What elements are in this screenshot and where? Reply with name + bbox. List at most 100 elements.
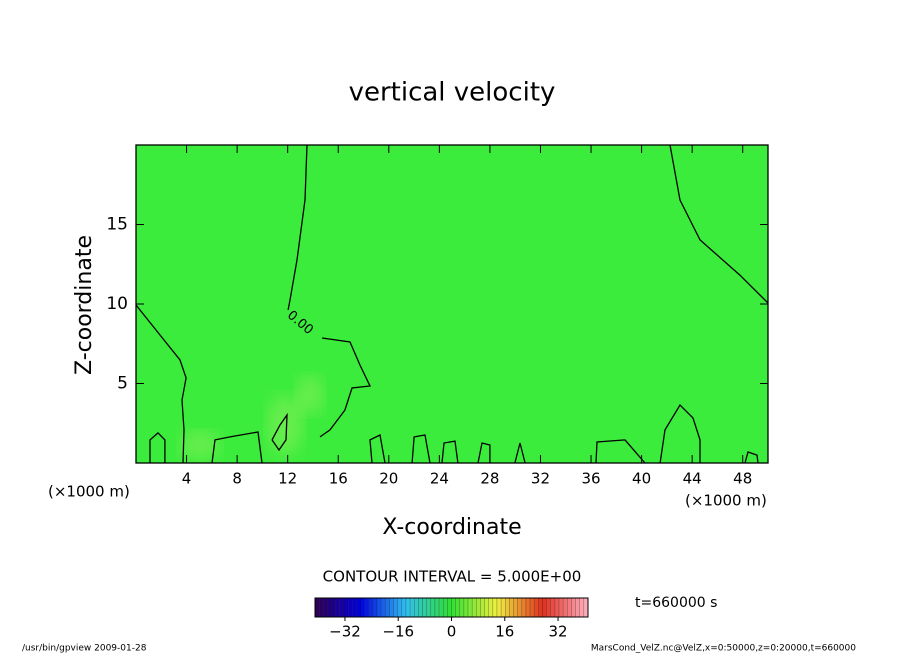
colorbar-stripe — [529, 597, 535, 618]
footer-left: /usr/bin/gpview 2009-01-28 — [22, 644, 147, 654]
contour-line — [411, 434, 431, 464]
colorbar-stripe — [401, 597, 407, 618]
x-axis-title: X-coordinate — [382, 515, 521, 540]
colorbar-stripe — [331, 597, 336, 618]
colorbar-stripe — [414, 597, 419, 618]
colorbar-stripe — [323, 597, 328, 618]
colorbar-stripe — [492, 597, 498, 618]
contour-line — [149, 432, 166, 463]
colorbar-stripe — [318, 597, 324, 618]
contour-line — [271, 412, 288, 452]
x-tick-label: 12 — [278, 470, 297, 488]
colorbar-tick-label: −16 — [382, 623, 414, 641]
colorbar-stripe — [579, 597, 585, 618]
colorbar-stripe — [533, 597, 539, 618]
x-tick-label: 48 — [733, 470, 752, 488]
field-glow — [180, 431, 220, 459]
colorbar-stripe — [447, 597, 452, 618]
colorbar-stripe — [575, 597, 580, 618]
colorbar-stripe — [314, 597, 320, 618]
x-tick-label: 4 — [182, 470, 192, 488]
footer-right: MarsCond_VelZ.nc@VelZ,x=0:50000,z=0:2000… — [591, 644, 856, 654]
colorbar-stripe — [558, 597, 564, 618]
colorbar-stripe — [418, 597, 423, 618]
colorbar-stripe — [463, 597, 469, 618]
colorbar-stripe — [488, 597, 494, 618]
colorbar-stripe — [438, 597, 444, 618]
colorbar-stripe — [372, 597, 378, 618]
colorbar-stripe — [500, 597, 506, 618]
colorbar-stripe — [368, 597, 374, 618]
x-tick-label: 8 — [232, 470, 242, 488]
colorbar-stripe — [430, 597, 436, 618]
colorbar-stripe — [455, 597, 461, 618]
colorbar-stripe — [546, 597, 552, 618]
colorbar-stripe — [525, 597, 531, 618]
contour-line — [595, 439, 646, 464]
colorbar-stripe — [517, 597, 523, 618]
colorbar-stripe — [393, 597, 398, 618]
colorbar-tick-label: 0 — [447, 623, 457, 641]
x-unit-label: (×1000 m) — [685, 492, 767, 510]
field-glow — [296, 375, 324, 415]
contour-line — [669, 144, 769, 304]
colorbar-stripe — [351, 597, 357, 618]
colorbar-stripe — [496, 597, 502, 618]
colorbar-stripe — [364, 597, 370, 618]
x-tick-label: 40 — [632, 470, 651, 488]
y-tick-label: 5 — [117, 374, 128, 394]
colorbar-stripe — [521, 597, 527, 618]
colorbar-stripe — [409, 597, 415, 618]
x-tick-label: 36 — [581, 470, 600, 488]
colorbar-stripe — [426, 597, 432, 618]
colorbar-stripe — [442, 597, 448, 618]
y-unit-label: (×1000 m) — [48, 483, 130, 501]
colorbar-stripe — [509, 597, 514, 618]
contour-line — [369, 434, 386, 464]
x-tick-label: 20 — [379, 470, 398, 488]
colorbar-stripe — [484, 597, 489, 618]
colorbar-stripe — [505, 597, 510, 618]
colorbar-stripe — [335, 597, 341, 618]
colorbar-stripe — [467, 597, 473, 618]
y-axis-title: Z-coordinate — [72, 235, 97, 375]
colorbar-stripe — [480, 597, 485, 618]
colorbar-stripe — [405, 597, 411, 618]
contour-line — [744, 451, 759, 464]
x-tick-label: 44 — [683, 470, 702, 488]
colorbar-stripe — [513, 597, 518, 618]
colorbar-stripe — [562, 597, 568, 618]
colorbar-stripe — [554, 597, 560, 618]
y-tick-label: 15 — [106, 215, 128, 235]
field-glow — [267, 395, 303, 455]
colorbar-stripe — [567, 597, 572, 618]
x-tick-label: 24 — [430, 470, 449, 488]
colorbar-stripe — [397, 597, 403, 618]
colorbar-tick-label: 16 — [495, 623, 514, 641]
x-tick-label: 32 — [531, 470, 550, 488]
colorbar-stripe — [422, 597, 427, 618]
colorbar-stripe — [476, 597, 481, 618]
colorbar-stripe — [343, 597, 349, 618]
colorbar-stripe — [459, 597, 465, 618]
field — [136, 145, 768, 463]
contour-interval: CONTOUR INTERVAL = 5.000E+00 — [323, 568, 582, 586]
colorbar-stripe — [571, 597, 576, 618]
contour-line — [514, 442, 526, 464]
time-label: t=660000 s — [635, 595, 717, 611]
colorbar-stripe — [347, 597, 353, 618]
colorbar-stripe — [434, 597, 440, 618]
colorbar-stripe — [380, 597, 386, 618]
contour-line — [211, 431, 263, 464]
colorbar-stripe — [385, 597, 390, 618]
colorbar-stripe — [356, 597, 361, 618]
contour-line — [659, 403, 701, 464]
x-tick-label: 28 — [480, 470, 499, 488]
chart-title: vertical velocity — [349, 78, 556, 108]
y-tick-label: 10 — [106, 294, 128, 314]
colorbar-tick-label: 32 — [548, 623, 567, 641]
colorbar-stripe — [550, 597, 556, 618]
contour-line — [441, 440, 459, 464]
colorbar-stripe — [339, 597, 345, 618]
